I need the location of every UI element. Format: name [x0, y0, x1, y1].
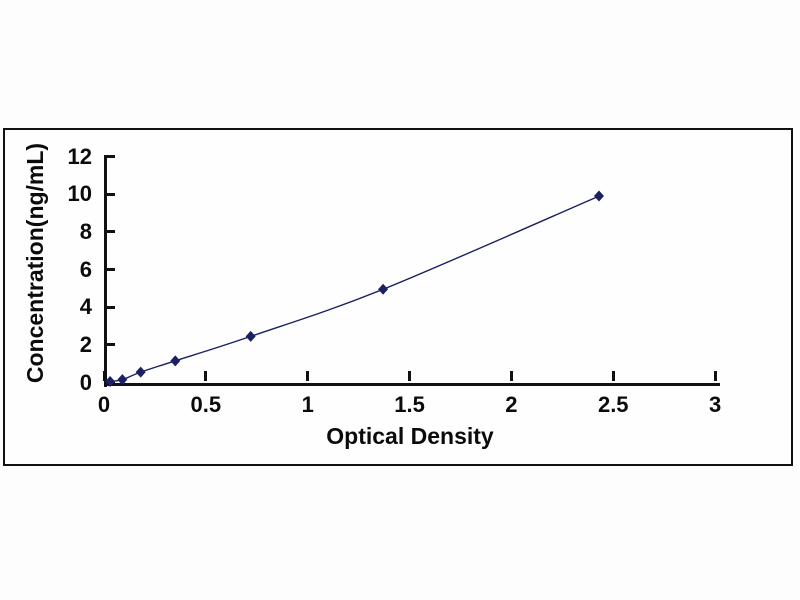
- y-tick: [105, 268, 115, 271]
- y-tick: [105, 305, 115, 309]
- y-tick: [105, 343, 115, 347]
- y-tick-label: 2: [79, 331, 92, 357]
- x-axis-line: [104, 383, 720, 386]
- x-tick: [713, 371, 717, 381]
- y-tick-label: 0: [79, 369, 92, 395]
- x-tick-label: 1: [301, 392, 314, 417]
- x-tick: [611, 371, 615, 381]
- x-tick-label: 2.5: [597, 392, 629, 417]
- x-axis-title: Optical Density: [326, 423, 494, 449]
- x-tick: [509, 371, 513, 381]
- y-tick-label: 4: [79, 294, 92, 320]
- x-tick-label: 3: [708, 392, 722, 417]
- x-tick: [102, 371, 106, 381]
- y-tick-label: 8: [79, 218, 92, 244]
- x-tick: [306, 371, 310, 381]
- y-tick: [105, 230, 115, 234]
- x-tick: [204, 371, 208, 381]
- y-axis-title: Concentration(ng/mL): [22, 142, 48, 384]
- y-tick: [105, 192, 115, 196]
- x-tick-label: 0.5: [190, 392, 222, 417]
- y-tick-label: 6: [79, 256, 92, 282]
- x-tick-label: 2: [505, 392, 518, 417]
- y-tick: [105, 381, 115, 384]
- y-tick: [105, 155, 115, 158]
- y-tick-label: 10: [67, 181, 92, 207]
- y-tick-label: 12: [67, 143, 92, 169]
- x-tick-label: 0: [97, 392, 111, 417]
- x-tick: [408, 371, 412, 381]
- y-axis-line: [104, 155, 107, 387]
- x-tick-label: 1.5: [394, 392, 425, 417]
